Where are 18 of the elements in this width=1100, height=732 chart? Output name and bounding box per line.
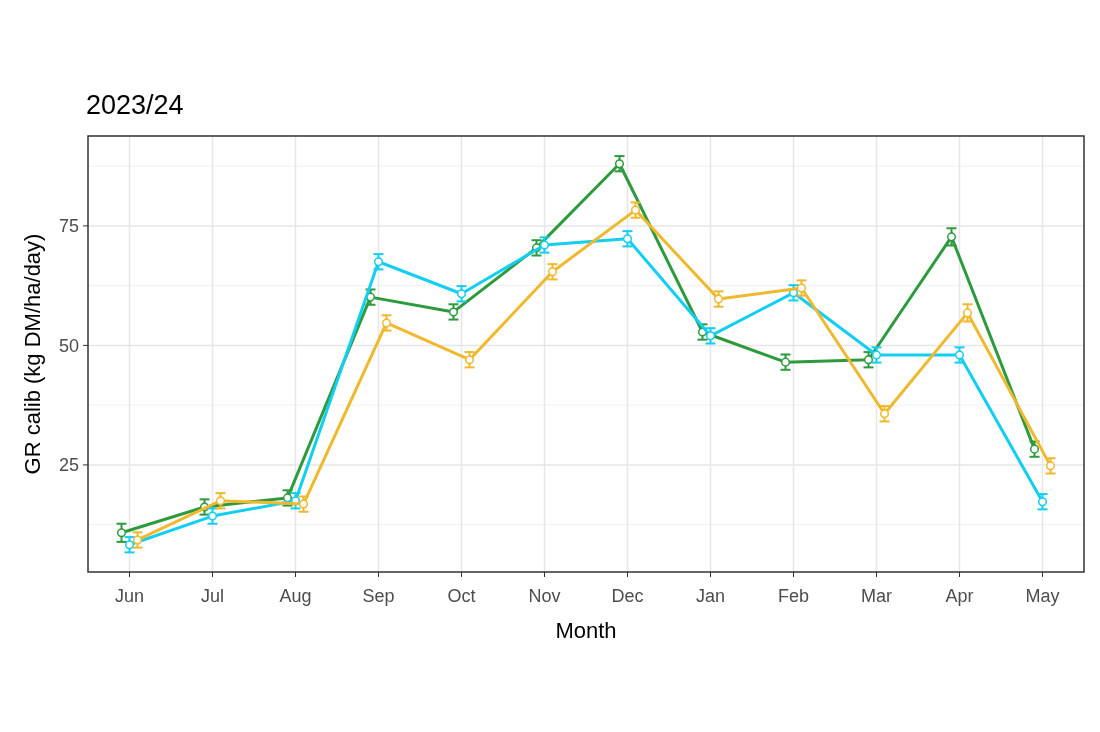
x-tick-label: Mar xyxy=(861,586,892,606)
x-tick-label: Nov xyxy=(528,586,561,606)
x-tick-label: May xyxy=(1025,586,1060,606)
chart-title: 2023/24 xyxy=(86,90,184,120)
x-tick-label: Oct xyxy=(447,586,476,606)
y-tick-label: 25 xyxy=(58,455,79,476)
y-tick-label: 50 xyxy=(58,335,79,356)
x-tick-label: Feb xyxy=(777,586,810,606)
x-tick-label: Sep xyxy=(362,586,395,606)
y-axis-title: GR calib (kg DM/ha/day) xyxy=(20,233,45,475)
x-tick-label: Jun xyxy=(114,586,145,606)
x-tick-label: Apr xyxy=(945,586,974,606)
x-tick-label: Dec xyxy=(611,586,644,606)
y-tick-label: 75 xyxy=(58,216,79,237)
x-tick-label: Jan xyxy=(695,586,726,606)
x-tick-label: Aug xyxy=(279,586,312,606)
x-tick-label: Jul xyxy=(200,586,225,606)
x-axis-title: Month xyxy=(555,618,617,643)
